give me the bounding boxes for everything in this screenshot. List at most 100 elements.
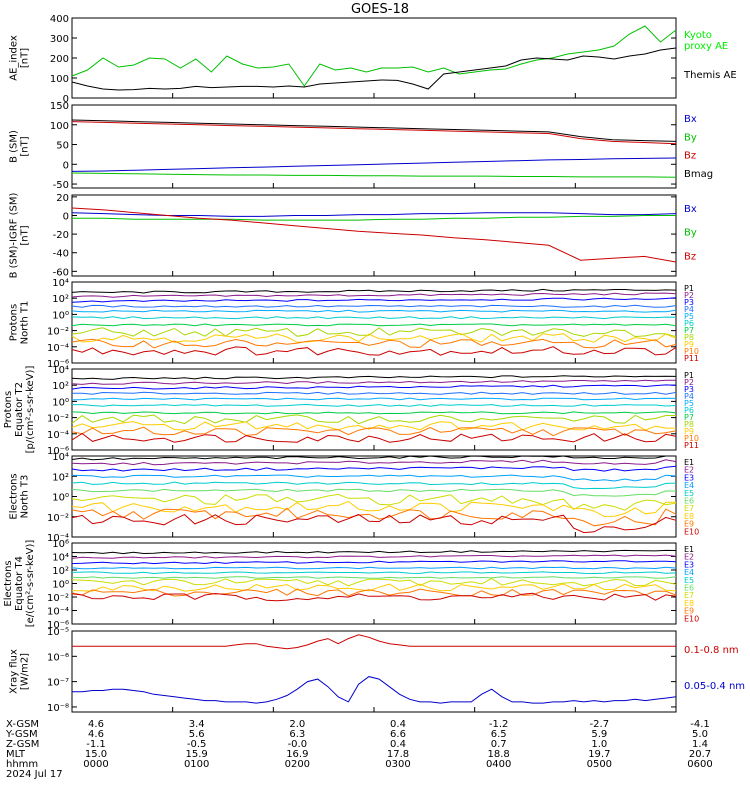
series-line-p8 bbox=[71, 327, 677, 338]
legend-label: E2 bbox=[684, 466, 694, 475]
footer-row-label: Z-GSM bbox=[6, 739, 39, 750]
legend-label: P2 bbox=[684, 291, 694, 300]
y-axis-label: B (SM)-IGRF (SM)[nT] bbox=[9, 193, 31, 279]
footer-value: -0.0 bbox=[288, 739, 308, 750]
panel-1: 0 100 200 300 400 AE_index[nT] Kyoto proxy AE Th… bbox=[9, 14, 737, 105]
series-line-p10 bbox=[71, 426, 677, 437]
panel-5: 10⁻⁶ 10⁻⁴ 10⁻² 10⁰ 10² 10⁴ ProtonsEquator T2[p… bbox=[3, 365, 699, 457]
panel-frame bbox=[71, 194, 677, 277]
series-line-e2 bbox=[71, 554, 677, 559]
footer-row-label: 2024 Jul 17 bbox=[6, 769, 63, 780]
y-axis-label: B (SM)[nT] bbox=[9, 130, 31, 163]
footer-value: 0100 bbox=[184, 759, 209, 770]
y-tick-label: 10⁴ bbox=[52, 553, 69, 564]
legend-label: P3 bbox=[684, 385, 694, 394]
series-line-e7 bbox=[71, 577, 677, 587]
series-line-p4 bbox=[72, 391, 677, 395]
y-tick-label: 0 bbox=[63, 94, 69, 105]
plot-title: GOES-18 bbox=[351, 2, 409, 17]
footer-value: 20.7 bbox=[689, 749, 711, 760]
footer-value: 1.0 bbox=[591, 739, 607, 750]
y-tick-label: 20 bbox=[56, 193, 69, 204]
y-tick-label: 10⁻⁶ bbox=[47, 359, 69, 370]
legend-label: P6 bbox=[684, 406, 694, 415]
footer-value: 15.0 bbox=[85, 749, 107, 760]
series-line-themis-ae bbox=[71, 47, 677, 91]
legend-label: P8 bbox=[684, 333, 694, 342]
legend-label: E5 bbox=[684, 489, 694, 498]
footer-value: 0200 bbox=[285, 759, 310, 770]
legend-label: E2 bbox=[684, 553, 694, 562]
footer-value: 16.9 bbox=[286, 749, 308, 760]
series-line-e1 bbox=[71, 455, 676, 461]
legend-label: P11 bbox=[684, 441, 699, 450]
legend-label: E9 bbox=[684, 520, 694, 529]
series-line-e7 bbox=[71, 493, 677, 511]
series-line-p8 bbox=[71, 414, 676, 425]
footer-value: 4.6 bbox=[88, 729, 104, 740]
series-line-e8 bbox=[71, 583, 677, 592]
legend-label: P6 bbox=[684, 319, 694, 328]
series-line-by bbox=[72, 215, 676, 221]
y-tick-label: 10² bbox=[52, 566, 69, 577]
footer-row-label: hhmm bbox=[6, 759, 38, 770]
panel-7: 10⁻⁶ 10⁻⁴ 10⁻² 10⁰ 10² 10⁴ 10⁶ ElectronsEquator… bbox=[3, 539, 699, 631]
legend-label: E7 bbox=[684, 504, 694, 513]
legend-label: P4 bbox=[684, 305, 694, 314]
y-tick-label: 10⁻⁴ bbox=[47, 533, 69, 544]
legend-label: P8 bbox=[684, 420, 694, 429]
legend-label: E3 bbox=[684, 473, 694, 482]
panel-2: -50 0 50 100 150 B (SM)[nT] Bx By Bz Bmag bbox=[9, 101, 714, 191]
y-tick-label: 300 bbox=[50, 34, 69, 45]
y-axis-label: ElectronsEquator T4[e/(cm²-s-sr-keV)] bbox=[3, 540, 36, 628]
y-tick-label: 10⁻⁸ bbox=[47, 703, 69, 714]
y-tick-label: 10⁰ bbox=[52, 580, 69, 591]
y-tick-label: 10⁴ bbox=[52, 365, 69, 376]
footer-value: 3.4 bbox=[189, 719, 205, 730]
y-tick-label: 10⁻⁴ bbox=[47, 607, 69, 618]
series-line-p3 bbox=[71, 384, 677, 390]
legend-label: E10 bbox=[684, 614, 699, 623]
legend-label: P3 bbox=[684, 298, 694, 307]
footer-row-label: X-GSM bbox=[6, 719, 39, 730]
footer-value: 0400 bbox=[486, 759, 511, 770]
series-line-e6 bbox=[71, 576, 677, 579]
legend-label: E6 bbox=[684, 584, 694, 593]
legend-label: E9 bbox=[684, 607, 694, 616]
footer-value: -0.5 bbox=[187, 739, 207, 750]
footer-value: -4.1 bbox=[690, 719, 710, 730]
legend-label: E7 bbox=[684, 591, 694, 600]
footer-value: -1.2 bbox=[489, 719, 509, 730]
legend-label: E8 bbox=[684, 599, 694, 608]
panel-8: 10⁻⁸ 10⁻⁷ 10⁻⁶ 10⁻⁵ Xray flux[W/m2] 0.1-0.8 n… bbox=[9, 627, 746, 714]
y-tick-label: 150 bbox=[50, 101, 69, 112]
y-tick-label: 0 bbox=[63, 211, 69, 222]
footer-value: 0.4 bbox=[390, 739, 406, 750]
series-line-e10 bbox=[71, 513, 677, 534]
legend-label: Bmag bbox=[684, 169, 713, 180]
series-line-0-05-0-4-nm bbox=[72, 676, 677, 704]
y-axis-label: ElectronsNorth T3 bbox=[9, 473, 31, 519]
legend-label: Bz bbox=[684, 251, 696, 262]
y-tick-label: 10⁻⁷ bbox=[47, 678, 69, 689]
y-tick-label: 50 bbox=[56, 141, 69, 152]
y-tick-label: 200 bbox=[50, 54, 69, 65]
footer-row-label: Y-GSM bbox=[5, 729, 38, 740]
footer-value: 5.6 bbox=[189, 729, 205, 740]
footer-value: 19.7 bbox=[588, 749, 610, 760]
y-tick-label: 100 bbox=[50, 121, 69, 132]
series-line-p2 bbox=[71, 379, 676, 385]
legend-label: 0.05-0.4 nm bbox=[684, 681, 745, 692]
panel-frame bbox=[71, 17, 677, 99]
legend-label: By bbox=[684, 228, 697, 239]
series-line-e6 bbox=[71, 488, 677, 497]
legend-label: E10 bbox=[684, 527, 699, 536]
legend-label: Themis AE bbox=[683, 70, 737, 81]
footer-row-label: MLT bbox=[6, 749, 26, 760]
series-line-e10 bbox=[71, 592, 677, 602]
panel-4: 10⁻⁶ 10⁻⁴ 10⁻² 10⁰ 10² 10⁴ ProtonsNorth T1 P1P2… bbox=[9, 278, 700, 370]
series-line-bx bbox=[71, 212, 677, 217]
y-axis-label: ProtonsEquator T2[p/(cm²-s-sr-keV)] bbox=[3, 366, 36, 454]
legend-label: P10 bbox=[684, 434, 699, 443]
legend-label: Kyoto proxy AE bbox=[684, 30, 728, 52]
